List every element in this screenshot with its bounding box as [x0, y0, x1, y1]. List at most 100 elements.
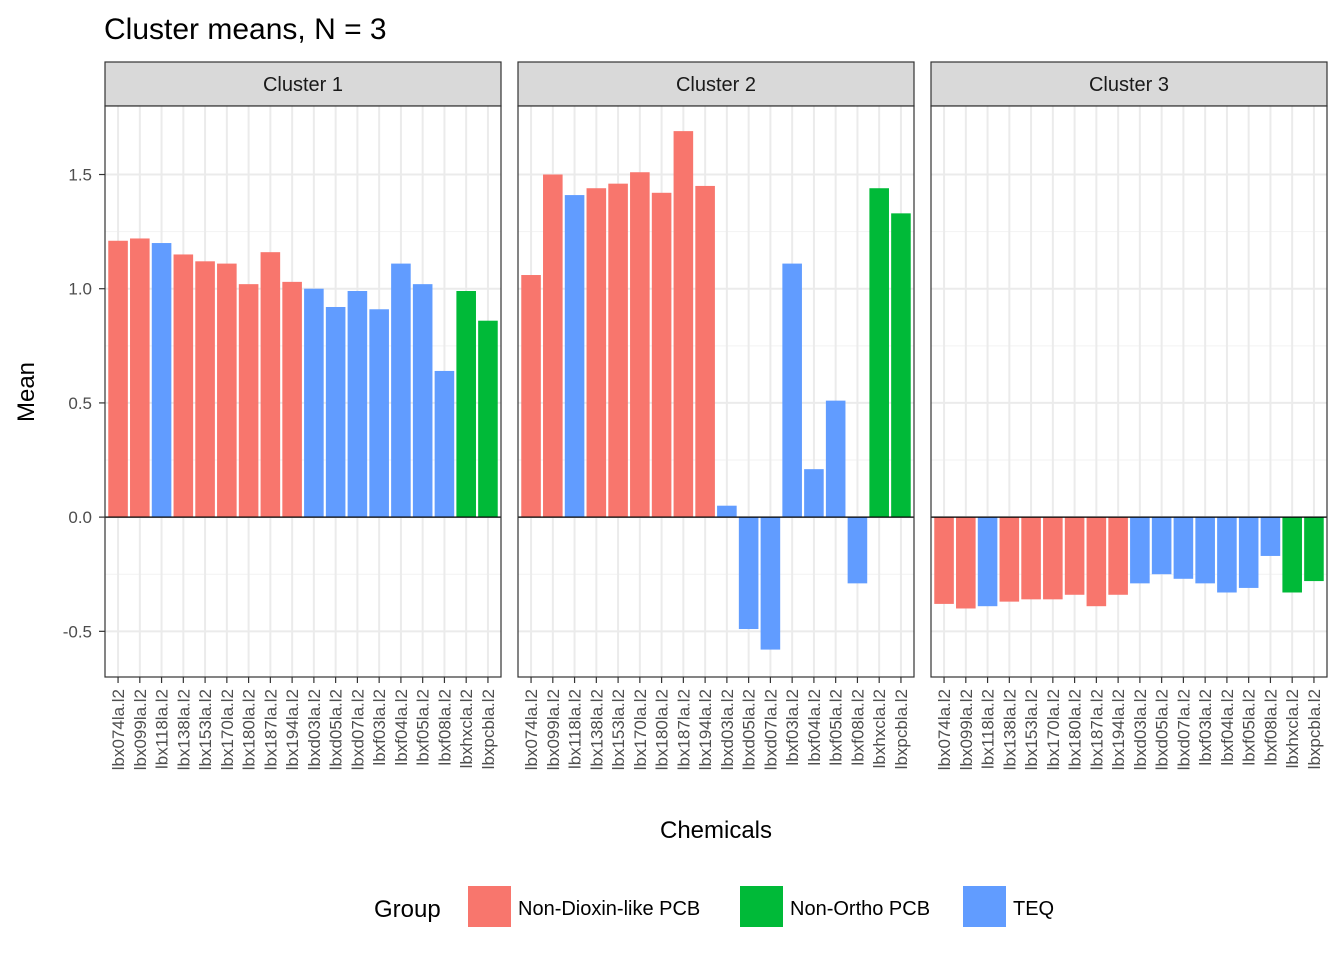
bar [891, 213, 911, 518]
bar [260, 252, 281, 518]
y-tick-label: -0.5 [63, 622, 92, 641]
panel-border [104, 105, 502, 678]
y-tick-label: 1.0 [68, 280, 92, 299]
bar [1173, 517, 1194, 579]
x-tick-label: lbx153la.l2 [609, 689, 628, 770]
bar [1108, 517, 1128, 595]
bar [934, 517, 954, 604]
bar [999, 517, 1020, 602]
x-tick-label: lbxd07la.l2 [761, 689, 780, 770]
x-tick-label: lbxf05la.l2 [414, 689, 433, 766]
legend-item: Non-Dioxin-like PCB [468, 886, 700, 927]
bar [456, 291, 476, 518]
y-axis-label: Mean [13, 362, 40, 422]
x-tick-label: lbxf08la.l2 [848, 689, 867, 766]
legend-key [963, 886, 1006, 927]
bar [738, 517, 759, 630]
x-tick-label: lbxd05la.l2 [327, 689, 346, 770]
x-tick-label: lbxf04la.l2 [805, 689, 824, 766]
x-tick-label: lbx118la.l2 [566, 689, 585, 769]
x-tick-label: lbx074la.l2 [109, 689, 128, 770]
bar [412, 284, 433, 518]
bar [586, 188, 607, 518]
x-tick-label: lbx099la.l2 [544, 689, 563, 770]
bar [369, 309, 389, 518]
bar [347, 291, 368, 518]
x-tick-label: lbxf03la.l2 [783, 689, 802, 766]
panel-border [517, 105, 915, 678]
x-tick-label: lbxf04la.l2 [1218, 689, 1237, 766]
facet-strip-label: Cluster 3 [1089, 74, 1169, 96]
bar [869, 188, 889, 518]
bar [1238, 517, 1259, 588]
x-tick-label: lbxd05la.l2 [740, 689, 759, 770]
bar [217, 263, 237, 518]
x-tick-label: lbxd03la.l2 [718, 689, 737, 770]
facet-strip [930, 61, 1328, 107]
bar [1151, 517, 1172, 575]
facet-strip-label: Cluster 1 [263, 74, 343, 96]
bar [108, 240, 128, 518]
y-tick-label: 0.0 [68, 508, 92, 527]
bar [651, 192, 672, 518]
x-tick-label: lbx074la.l2 [522, 689, 541, 770]
panel-1: Cluster 1 lbx074la.l2 lbx099la.l2 lbx118la.… [104, 61, 502, 770]
x-tick-label: lbx118la.l2 [153, 689, 172, 769]
bar [195, 261, 215, 518]
bar [130, 238, 150, 518]
bar [825, 400, 846, 518]
bar [695, 185, 715, 518]
y-tick-label: 0.5 [68, 394, 92, 413]
bar [630, 172, 650, 518]
legend-label: Non-Ortho PCB [790, 898, 930, 920]
x-tick-label: lbx138la.l2 [174, 689, 193, 770]
x-tick-label: lbxf08la.l2 [435, 689, 454, 766]
chart-title: Cluster means, N = 3 [104, 13, 387, 46]
x-tick-label: lbx194la.l2 [1109, 689, 1128, 770]
x-tick-label: lbxd07la.l2 [1174, 689, 1193, 770]
panel-3: Cluster 3 lbx074la.l2 lbx099la.l2 lbx118la.… [930, 61, 1328, 770]
x-tick-label: lbx138la.l2 [587, 689, 606, 770]
x-tick-label: lbxhxcla.l2 [870, 689, 889, 768]
x-tick-label: lbx170la.l2 [1044, 689, 1063, 770]
x-tick-label: lbxf08la.l2 [1261, 689, 1280, 766]
facet-strip [104, 61, 502, 107]
x-tick-label: lbxf05la.l2 [1240, 689, 1259, 766]
x-tick-label: lbx170la.l2 [218, 689, 237, 770]
bar [282, 281, 302, 518]
x-tick-label: lbx187la.l2 [1087, 689, 1106, 770]
x-tick-label: lbxf04la.l2 [392, 689, 411, 766]
bar [1064, 517, 1085, 595]
bar [521, 275, 541, 518]
x-tick-label: lbx187la.l2 [261, 689, 280, 770]
bar [1130, 517, 1150, 584]
bar [151, 243, 172, 518]
bar [304, 288, 324, 518]
bar [1304, 517, 1324, 582]
x-tick-label: lbxf03la.l2 [370, 689, 389, 766]
legend-title: Group [374, 896, 441, 923]
x-tick-label: lbx099la.l2 [957, 689, 976, 770]
panel-2: Cluster 2 lbx074la.l2 lbx099la.l2 lbx118la.… [517, 61, 915, 770]
bar [238, 284, 259, 518]
legend-item: TEQ [963, 886, 1054, 927]
panel-border [930, 105, 1328, 678]
x-tick-label: lbxd05la.l2 [1153, 689, 1172, 770]
bar [1195, 517, 1215, 584]
bar [478, 320, 498, 518]
y-tick-label: 1.5 [68, 166, 92, 185]
bar [1282, 517, 1302, 593]
x-tick-label: lbx170la.l2 [631, 689, 650, 770]
x-tick-label: lbxpcbla.l2 [892, 689, 911, 769]
x-tick-label: lbxd03la.l2 [1131, 689, 1150, 770]
bar [564, 195, 585, 518]
facet-strip-label: Cluster 2 [676, 74, 756, 96]
bar [673, 131, 694, 518]
x-tick-label: lbx180la.l2 [653, 689, 672, 770]
bar [543, 174, 563, 518]
x-tick-label: lbx194la.l2 [696, 689, 715, 770]
bar [1021, 517, 1041, 600]
legend-label: TEQ [1013, 898, 1054, 920]
